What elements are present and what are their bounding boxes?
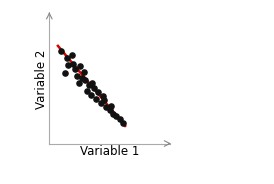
Point <box>87 84 91 87</box>
Point <box>66 63 70 66</box>
Point <box>71 62 76 65</box>
Point <box>89 93 93 96</box>
Point <box>94 97 98 100</box>
Point <box>63 72 67 75</box>
Point <box>121 122 125 125</box>
Point <box>102 99 107 102</box>
Point <box>70 54 74 57</box>
Y-axis label: Variable 2: Variable 2 <box>35 49 48 109</box>
Point <box>99 101 103 104</box>
Point <box>109 104 113 107</box>
Point <box>111 112 115 115</box>
Point <box>73 68 77 70</box>
Point <box>78 65 82 68</box>
Point <box>118 118 122 121</box>
Point <box>85 89 89 92</box>
Point <box>64 57 69 60</box>
Point <box>83 78 88 81</box>
Point <box>101 95 105 98</box>
Point <box>82 70 86 73</box>
Point <box>76 81 81 84</box>
Point <box>92 86 96 89</box>
Point <box>114 115 119 118</box>
X-axis label: Variable 1: Variable 1 <box>80 145 139 158</box>
Point <box>107 108 112 111</box>
Point <box>90 81 95 84</box>
Point <box>95 91 100 93</box>
Point <box>59 50 64 53</box>
Point <box>104 105 108 108</box>
Point <box>75 74 79 77</box>
Point <box>80 77 84 80</box>
